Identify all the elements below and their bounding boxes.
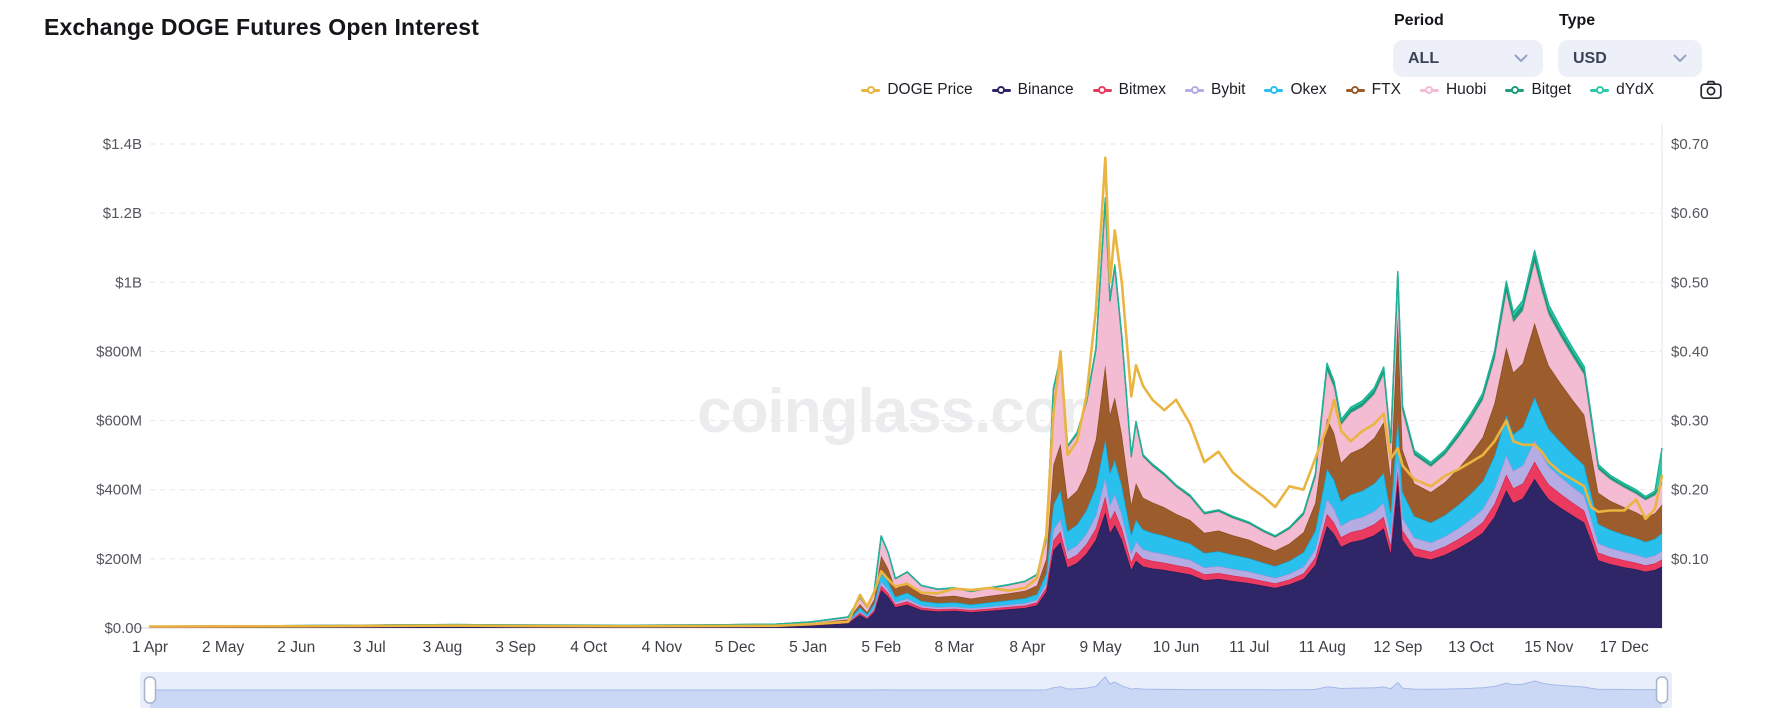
x-axis-label: 4 Oct [570, 639, 608, 656]
area-huobi[interactable] [150, 202, 1662, 627]
area-edge-dydx [149, 197, 1663, 628]
legend-item-bitget[interactable]: Bitget [1505, 81, 1571, 99]
legend-marker-icon [1185, 85, 1204, 95]
y-axis-left-label: $600M [96, 413, 142, 430]
x-axis-label: 17 Dec [1600, 639, 1649, 656]
y-axis-left-label: $1.4B [103, 136, 142, 153]
y-axis-right-label: $0.50 [1671, 274, 1709, 291]
chevron-down-icon [1514, 54, 1528, 63]
legend-label: Binance [1017, 81, 1074, 98]
navigator-area [150, 676, 1662, 708]
y-axis-right-label: $0.10 [1671, 551, 1709, 568]
x-axis-label: 15 Nov [1524, 639, 1573, 656]
type-value: USD [1573, 49, 1607, 67]
type-select[interactable]: USD [1558, 40, 1702, 77]
camera-icon [1700, 80, 1722, 100]
doge-price-line[interactable] [148, 156, 1664, 628]
legend-item-okex[interactable]: Okex [1264, 81, 1327, 99]
x-axis-label: 5 Feb [861, 639, 901, 656]
screenshot-button[interactable] [1700, 80, 1722, 100]
legend-marker-icon [1505, 85, 1525, 95]
type-label: Type [1559, 12, 1596, 29]
legend-label: FTX [1371, 81, 1401, 98]
legend-marker-icon [991, 85, 1011, 95]
legend-marker-icon [1264, 85, 1284, 95]
navigator-handle-left[interactable] [143, 676, 157, 704]
legend-marker-icon [1590, 85, 1610, 95]
y-axis-right-label: $0.40 [1671, 343, 1709, 360]
period-label: Period [1394, 12, 1444, 29]
y-axis-right-label: $0.60 [1671, 205, 1709, 222]
x-axis-label: 1 Apr [132, 639, 168, 656]
legend-label: dYdX [1616, 81, 1654, 98]
legend-item-bybit[interactable]: Bybit [1185, 81, 1245, 99]
legend-label: Huobi [1445, 81, 1487, 98]
period-value: ALL [1408, 49, 1440, 67]
legend-marker-icon [1345, 85, 1365, 95]
x-axis-label: 13 Oct [1448, 639, 1494, 656]
x-axis-label: 9 May [1079, 639, 1121, 656]
x-axis-label: 5 Jan [789, 639, 827, 656]
x-axis-label: 2 Jun [277, 639, 315, 656]
legend-item-ftx[interactable]: FTX [1345, 81, 1401, 99]
coinglass-watermark: coinglass.com [697, 377, 1115, 446]
x-axis-label: 10 Jun [1153, 639, 1200, 656]
y-axis-left-label: $200M [96, 551, 142, 568]
legend-label: Bybit [1211, 81, 1246, 98]
x-axis-label: 3 Jul [353, 639, 386, 656]
period-select[interactable]: ALL [1393, 40, 1543, 77]
x-axis-label: 8 Mar [935, 639, 975, 656]
legend-marker-icon [1419, 85, 1439, 95]
legend-item-doge-price[interactable]: DOGE Price [861, 81, 973, 99]
y-axis-right-label: $0.30 [1671, 413, 1709, 430]
chart-legend: DOGE Price Binance Bitmex Bybit Okex FTX Huobi… [861, 80, 1722, 100]
navigator-handle-right[interactable] [1655, 676, 1669, 704]
x-axis-label: 11 Jul [1229, 639, 1269, 656]
area-ftx[interactable] [150, 317, 1662, 627]
x-axis-label: 11 Aug [1299, 639, 1346, 656]
legend-item-dydx[interactable]: dYdX [1590, 81, 1654, 99]
y-axis-left-label: $1.2B [103, 205, 142, 222]
area-bybit[interactable] [150, 440, 1662, 628]
page-title: Exchange DOGE Futures Open Interest [44, 14, 480, 40]
navigator-area-edge [150, 676, 1663, 691]
y-axis-left-label: $400M [96, 482, 142, 499]
legend-item-huobi[interactable]: Huobi [1419, 81, 1487, 99]
legend-marker-icon [1092, 85, 1112, 95]
x-axis-label: 2 May [202, 639, 244, 656]
y-axis-right-label: $0.20 [1671, 482, 1709, 499]
legend-label: DOGE Price [887, 81, 973, 98]
x-axis-label: 5 Dec [715, 639, 756, 656]
y-axis-left-label: $0.00 [104, 620, 142, 637]
x-axis-label: 4 Nov [642, 639, 683, 656]
chevron-down-icon [1673, 54, 1687, 63]
x-axis-label: 3 Sep [495, 639, 536, 656]
stacked-areas[interactable] [149, 197, 1663, 628]
area-okex[interactable] [150, 397, 1662, 628]
y-axis-right-label: $0.70 [1671, 136, 1709, 153]
x-axis-label: 12 Sep [1373, 639, 1422, 656]
x-axis-label: 8 Apr [1009, 639, 1045, 656]
legend-label: Bitget [1531, 81, 1572, 98]
y-axis-left-label: $800M [96, 343, 142, 360]
legend-item-binance[interactable]: Binance [991, 81, 1074, 99]
x-axis-label: 3 Aug [423, 639, 463, 656]
legend-label: Bitmex [1118, 81, 1166, 98]
area-binance[interactable] [150, 478, 1662, 628]
legend-item-bitmex[interactable]: Bitmex [1092, 81, 1166, 99]
y-axis-left-label: $1B [115, 274, 142, 291]
range-navigator[interactable] [140, 672, 1672, 708]
legend-label: Okex [1290, 81, 1327, 98]
legend-marker-icon [861, 85, 881, 95]
